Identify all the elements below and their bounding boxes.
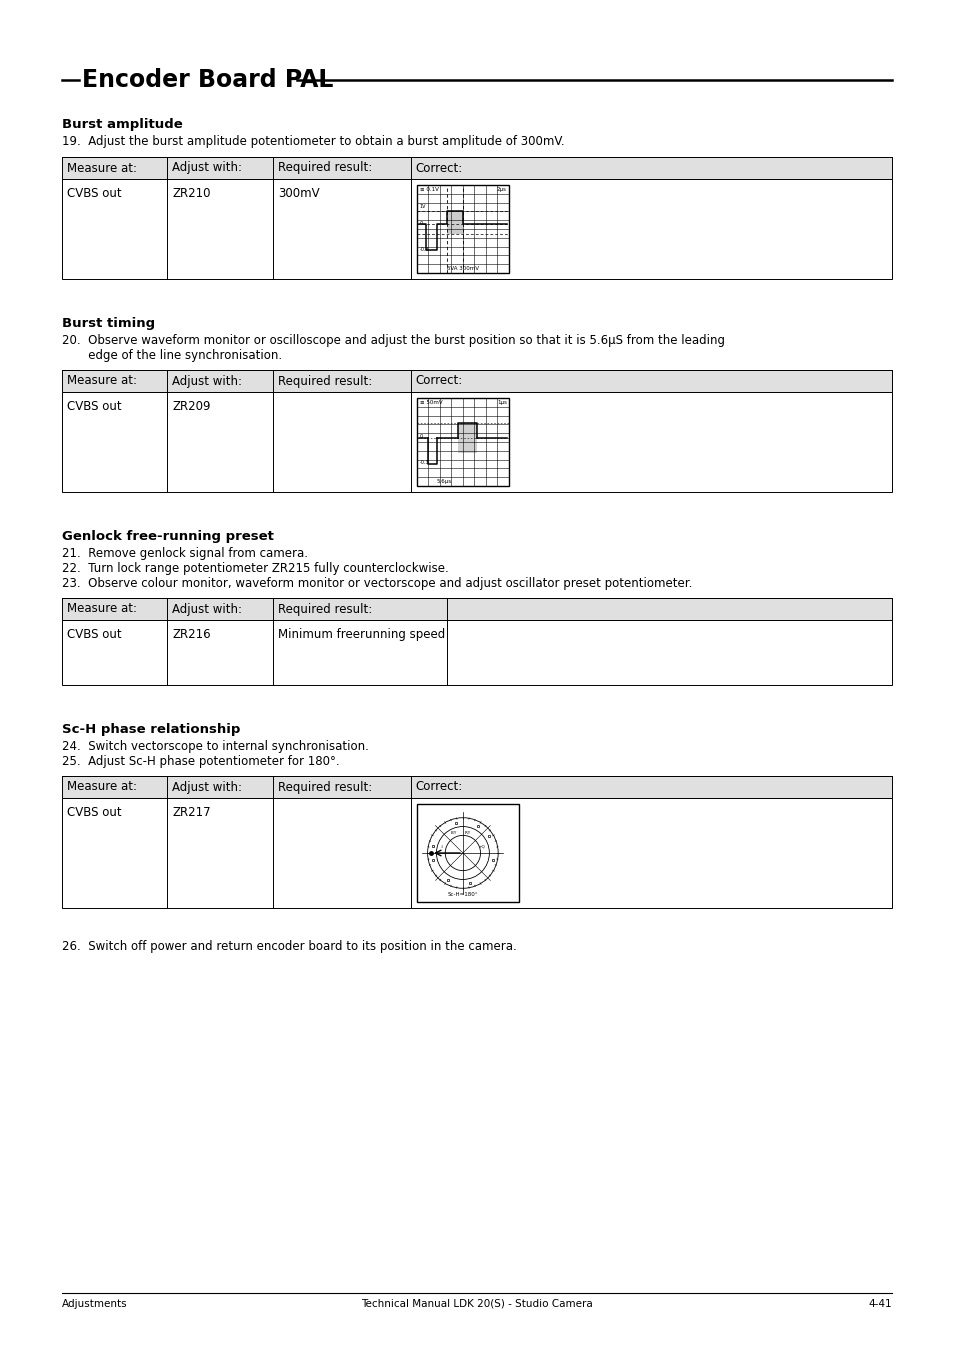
Text: edge of the line synchronisation.: edge of the line synchronisation. [62,349,282,362]
Text: -I: -I [440,844,442,848]
Text: Sc-H=180°: Sc-H=180° [447,892,477,897]
Text: ≡ 50mV: ≡ 50mV [419,400,442,405]
Text: 2μs: 2μs [497,186,506,192]
Text: 0: 0 [419,222,422,226]
Text: ZR217: ZR217 [172,807,211,819]
Text: CVBS out: CVBS out [67,807,121,819]
Text: Required result:: Required result: [277,781,372,793]
Text: +Q: +Q [478,844,485,848]
Bar [62,775,891,798]
Text: Sc-H phase relationship: Sc-H phase relationship [62,723,240,736]
Bar [62,178,891,280]
Text: 0: 0 [419,434,422,439]
Text: CVBS out: CVBS out [67,628,121,640]
Text: Measure at:: Measure at: [67,781,137,793]
Bar [416,185,509,273]
Text: Measure at:: Measure at: [67,603,137,616]
Text: 5.6μs: 5.6μs [436,480,452,484]
Text: Adjust with:: Adjust with: [172,781,242,793]
Text: Burst timing: Burst timing [62,317,155,330]
Text: ZR210: ZR210 [172,186,211,200]
Bar [457,423,476,453]
Text: CVBS out: CVBS out [67,186,121,200]
Text: ZR216: ZR216 [172,628,211,640]
Text: 20.  Observe waveform monitor or oscilloscope and adjust the burst position so t: 20. Observe waveform monitor or oscillos… [62,334,724,347]
Text: R-Y: R-Y [464,831,471,835]
Text: Correct:: Correct: [416,374,462,388]
Text: -0.3: -0.3 [419,459,429,465]
Text: 25.  Adjust Sc-H phase potentiometer for 180°.: 25. Adjust Sc-H phase potentiometer for … [62,755,339,767]
Text: 26.  Switch off power and return encoder board to its position in the camera.: 26. Switch off power and return encoder … [62,940,517,952]
Text: 1V: 1V [419,204,426,208]
Text: Genlock free-running preset: Genlock free-running preset [62,530,274,543]
Bar [62,598,891,620]
Bar [62,798,891,908]
Text: Adjust with:: Adjust with: [172,162,242,174]
Bar [416,399,509,486]
Text: Measure at:: Measure at: [67,162,137,174]
Text: -0.3: -0.3 [419,247,429,251]
Text: 4-41: 4-41 [867,1300,891,1309]
Bar [62,392,891,492]
Text: Correct:: Correct: [416,162,462,174]
Text: 19.  Adjust the burst amplitude potentiometer to obtain a burst amplitude of 300: 19. Adjust the burst amplitude potentiom… [62,135,564,149]
Text: Adjust with:: Adjust with: [172,374,242,388]
Text: 21.  Remove genlock signal from camera.: 21. Remove genlock signal from camera. [62,547,308,561]
Text: Required result:: Required result: [277,374,372,388]
Text: 1μs: 1μs [497,400,506,405]
Text: 300mV: 300mV [277,186,319,200]
Text: Encoder Board PAL: Encoder Board PAL [82,68,333,92]
Bar [62,157,891,178]
Bar [447,211,462,234]
Text: Technical Manual LDK 20(S) - Studio Camera: Technical Manual LDK 20(S) - Studio Came… [361,1300,592,1309]
Text: B-Y: B-Y [451,831,456,835]
Text: Minimum freerunning speed: Minimum freerunning speed [277,628,445,640]
Bar [416,804,519,902]
Text: Measure at:: Measure at: [67,374,137,388]
Text: 22.  Turn lock range potentiometer ZR215 fully counterclockwise.: 22. Turn lock range potentiometer ZR215 … [62,562,448,576]
Text: Burst amplitude: Burst amplitude [62,118,183,131]
Bar [62,620,891,685]
Text: 24.  Switch vectorscope to internal synchronisation.: 24. Switch vectorscope to internal synch… [62,740,369,753]
Text: δVA 300mV: δVA 300mV [446,266,478,272]
Text: 23.  Observe colour monitor, waveform monitor or vectorscope and adjust oscillat: 23. Observe colour monitor, waveform mon… [62,577,692,590]
Text: Adjustments: Adjustments [62,1300,128,1309]
Text: CVBS out: CVBS out [67,400,121,413]
Text: ≡ 0.1V: ≡ 0.1V [419,186,438,192]
Text: ZR209: ZR209 [172,400,211,413]
Bar [62,370,891,392]
Text: Adjust with:: Adjust with: [172,603,242,616]
Text: Required result:: Required result: [277,603,372,616]
Text: Required result:: Required result: [277,162,372,174]
Text: Correct:: Correct: [416,781,462,793]
